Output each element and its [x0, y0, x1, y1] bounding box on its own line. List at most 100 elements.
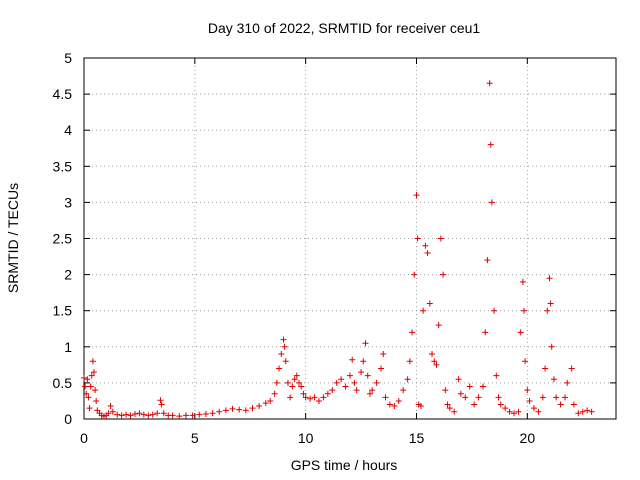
data-point	[491, 307, 498, 314]
data-point	[562, 394, 569, 401]
data-point	[386, 401, 393, 408]
data-point	[222, 407, 229, 414]
data-point	[522, 358, 529, 365]
data-point	[320, 394, 327, 401]
data-point	[176, 413, 183, 420]
data-point	[364, 372, 371, 379]
data-point	[202, 410, 209, 417]
y-axis-label: SRMTID / TECUs	[5, 183, 21, 293]
data-point	[81, 374, 87, 381]
data-point	[588, 408, 595, 415]
data-point	[506, 408, 513, 415]
data-point	[291, 376, 298, 383]
x-tick-label: 15	[409, 430, 425, 446]
data-point	[209, 410, 216, 417]
data-point	[542, 365, 549, 372]
data-point	[298, 383, 305, 390]
data-point	[553, 394, 560, 401]
data-point	[466, 383, 473, 390]
data-point	[444, 401, 451, 408]
data-point	[378, 365, 385, 372]
data-point	[431, 358, 438, 365]
data-point	[276, 365, 283, 372]
data-point	[88, 372, 95, 379]
data-point	[535, 408, 542, 415]
data-point	[349, 356, 356, 363]
data-point	[242, 407, 249, 414]
data-point	[584, 407, 591, 414]
x-tick-label: 20	[520, 430, 536, 446]
data-point	[457, 390, 464, 397]
data-point	[333, 379, 340, 386]
data-point	[362, 340, 369, 347]
data-point	[89, 358, 96, 365]
data-point	[282, 358, 289, 365]
data-point	[85, 394, 92, 401]
data-point	[411, 271, 418, 278]
data-point	[426, 300, 433, 307]
data-point	[579, 408, 586, 415]
data-point	[369, 387, 376, 394]
data-point	[550, 376, 557, 383]
data-point	[382, 394, 389, 401]
data-point	[437, 235, 444, 242]
data-point	[495, 394, 502, 401]
data-point	[229, 405, 236, 412]
data-point	[136, 410, 143, 417]
data-point	[395, 397, 402, 404]
data-point	[154, 410, 161, 417]
data-point	[149, 411, 156, 418]
data-point	[216, 408, 223, 415]
x-axis-label: GPS time / hours	[291, 457, 398, 473]
data-point	[109, 408, 116, 415]
data-point	[433, 361, 440, 368]
data-point	[568, 365, 575, 372]
data-point	[338, 376, 345, 383]
y-tick-label: 2.5	[53, 231, 73, 247]
data-point	[287, 394, 294, 401]
data-point	[105, 410, 112, 417]
y-tick-label: 4	[64, 122, 72, 138]
y-tick-label: 0.5	[53, 375, 73, 391]
data-point	[539, 394, 546, 401]
data-point	[273, 379, 280, 386]
x-tick-label: 0	[80, 430, 88, 446]
data-point	[315, 397, 322, 404]
data-point	[570, 401, 577, 408]
chart-title: Day 310 of 2022, SRMTID for receiver ceu…	[208, 20, 481, 36]
data-point	[360, 358, 367, 365]
data-point	[475, 394, 482, 401]
data-point	[189, 412, 196, 419]
data-point	[123, 411, 130, 418]
data-point	[480, 383, 486, 390]
data-point	[409, 329, 416, 336]
data-point	[140, 411, 147, 418]
data-point	[486, 80, 493, 87]
data-point	[557, 401, 564, 408]
data-point	[487, 141, 494, 148]
data-point	[391, 403, 398, 410]
data-point	[471, 401, 478, 408]
data-point	[380, 351, 387, 358]
data-point	[435, 322, 442, 329]
data-points	[81, 80, 595, 420]
data-point	[530, 405, 537, 412]
data-point	[497, 401, 504, 408]
data-point	[236, 406, 243, 413]
data-point	[90, 369, 97, 376]
data-point	[406, 358, 413, 365]
data-point	[271, 390, 278, 397]
x-tick-label: 5	[191, 430, 199, 446]
data-point	[547, 300, 554, 307]
y-tick-label: 3	[64, 194, 72, 210]
data-point	[351, 379, 358, 386]
data-point	[488, 199, 495, 206]
data-point	[160, 410, 167, 417]
data-point	[515, 408, 522, 415]
data-point	[404, 376, 411, 383]
data-point	[440, 271, 447, 278]
data-point	[429, 351, 436, 358]
data-point	[324, 390, 331, 397]
